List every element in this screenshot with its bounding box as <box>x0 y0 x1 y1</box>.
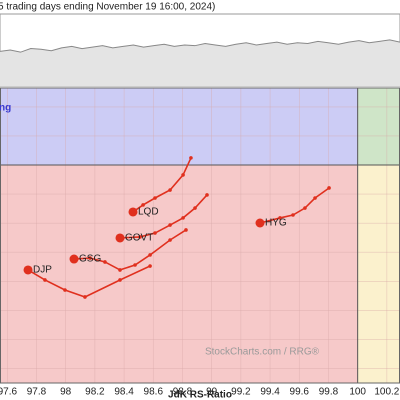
quadrant-lagging <box>0 165 358 383</box>
x-tick-label: 98.4 <box>114 387 134 398</box>
tail-point <box>148 264 152 268</box>
tail-point <box>153 196 157 200</box>
tail-head <box>23 265 33 275</box>
quadrant-improving <box>0 88 358 166</box>
tail-point <box>291 213 295 217</box>
x-tick-label: 98.2 <box>85 387 105 398</box>
tail-point <box>133 263 137 267</box>
tail-point <box>141 203 145 207</box>
tail-point <box>184 228 188 232</box>
series-label: LQD <box>138 207 159 218</box>
tail-point <box>168 188 172 192</box>
tail-point <box>43 278 47 282</box>
benchmark-line <box>0 39 400 53</box>
x-tick-label: 100.2 <box>374 387 399 398</box>
tail-line <box>73 229 187 271</box>
x-tick-label: 97.8 <box>27 387 47 398</box>
tail-point <box>153 231 157 235</box>
tail-point <box>313 196 317 200</box>
x-tick-label: 99 <box>206 387 218 398</box>
tail-line <box>259 187 330 224</box>
quadrant-label: ng <box>0 103 11 114</box>
tail-point <box>189 156 193 160</box>
tail-point <box>303 206 307 210</box>
tail-line <box>132 157 192 213</box>
quadrant-weakening <box>357 165 400 383</box>
series-label: GOVT <box>125 233 153 244</box>
tail-point <box>63 288 67 292</box>
series-label: HYG <box>265 218 287 229</box>
x-tick-label: 99.8 <box>319 387 339 398</box>
tail-point <box>205 193 209 197</box>
tail-head <box>69 254 79 264</box>
tail-point <box>118 268 122 272</box>
benchmark-area <box>0 39 400 86</box>
tail-point <box>327 186 331 190</box>
x-tick-label: 98 <box>60 387 72 398</box>
tail-point <box>118 278 122 282</box>
x-axis-title: JdK RS-Ratio <box>168 390 232 400</box>
x-tick-label: 99.2 <box>231 387 251 398</box>
quadrant-leading <box>357 88 400 166</box>
tail-point <box>168 238 172 242</box>
tail-point <box>88 256 92 260</box>
chart-title: 5 trading days ending November 19 16:00,… <box>0 2 215 13</box>
tail-point <box>181 216 185 220</box>
x-tick-label: 100 <box>349 387 366 398</box>
tail-line <box>27 265 151 298</box>
tail-head <box>115 233 125 243</box>
tail-head <box>128 207 138 217</box>
series-label: DJP <box>33 265 52 276</box>
series-label: GSG <box>79 254 101 265</box>
x-tick-label: 99.6 <box>290 387 310 398</box>
tail-point <box>181 173 185 177</box>
tail-point <box>83 295 87 299</box>
x-tick-label: 98.8 <box>173 387 193 398</box>
x-tick-label: 99.4 <box>260 387 280 398</box>
tail-point <box>138 235 142 239</box>
tail-point <box>103 260 107 264</box>
x-tick-label: 97.6 <box>0 387 17 398</box>
tail-point <box>193 206 197 210</box>
x-tick-label: 98.6 <box>144 387 164 398</box>
tail-point <box>168 223 172 227</box>
tail-point <box>278 216 282 220</box>
tail-point <box>148 253 152 257</box>
watermark: StockCharts.com / RRG® <box>205 347 320 358</box>
tail-head <box>255 218 265 228</box>
